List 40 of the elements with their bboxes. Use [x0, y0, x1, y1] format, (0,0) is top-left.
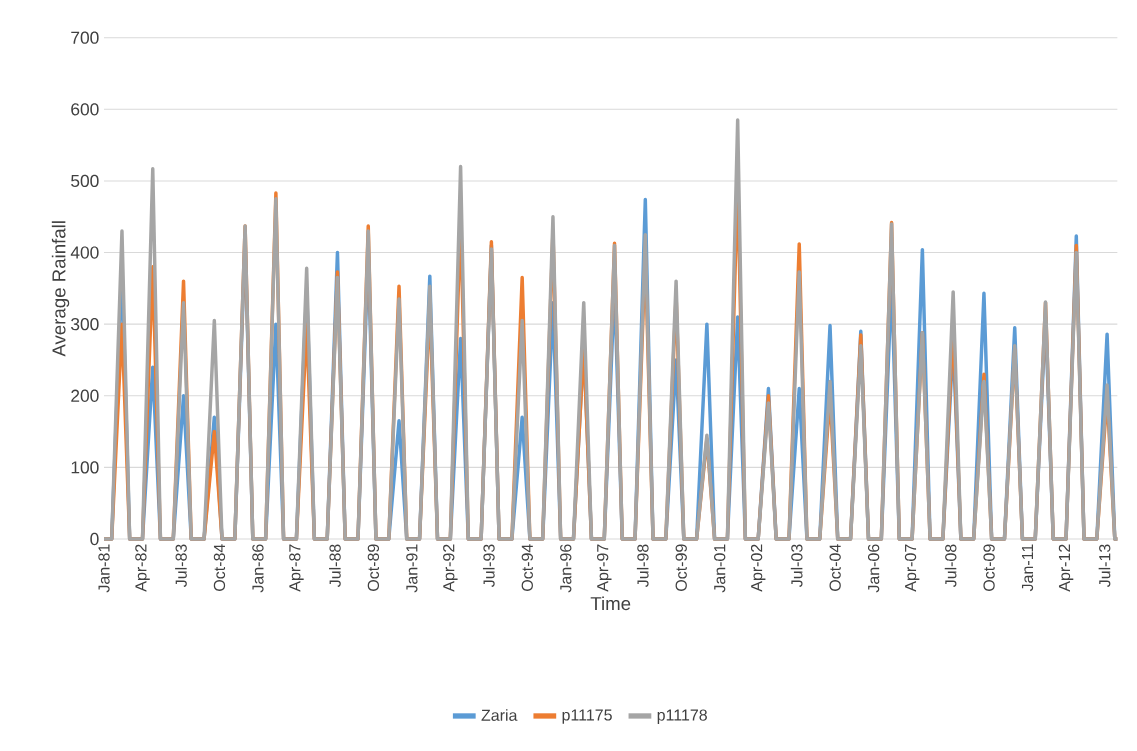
x-axis-title: Time: [590, 596, 631, 611]
y-tick-label: 0: [90, 532, 99, 546]
x-tick-label: Oct-99: [675, 544, 687, 591]
y-tick-label: 500: [71, 174, 99, 188]
y-tick-label: 300: [71, 318, 99, 331]
x-tick-label: Apr-02: [750, 544, 766, 592]
legend-label: p11178: [657, 709, 707, 724]
x-tick-label: Jul-93: [482, 544, 495, 588]
y-tick-label: 400: [70, 246, 99, 259]
x-tick-label: Oct-04: [829, 544, 841, 591]
y-tick-label: 700: [71, 31, 99, 44]
x-tick-label: Apr-07: [904, 544, 920, 592]
x-tick-label: Jul-98: [636, 544, 649, 588]
y-tick-label: 600: [71, 103, 99, 116]
x-tick-label: Jan-96: [560, 544, 572, 593]
y-tick-label: 200: [71, 389, 99, 402]
x-tick-label: Jul-83: [175, 544, 187, 588]
x-tick-label: Jan-81: [98, 544, 110, 593]
x-tick-label: Jan-01: [714, 544, 726, 593]
x-tick-label: Jul-03: [790, 544, 803, 588]
x-tick-label: Jul-88: [329, 544, 341, 588]
y-axis-title: Average Rainfall: [51, 221, 70, 357]
x-tick-label: Jul-08: [944, 544, 957, 588]
x-tick-label: Oct-84: [213, 544, 226, 591]
x-tick-label: Apr-87: [289, 544, 304, 592]
legend-label: p11175: [562, 709, 612, 724]
x-tick-label: Jan-86: [252, 544, 264, 593]
x-tick-label: Apr-12: [1058, 544, 1074, 592]
x-tick-label: Apr-92: [443, 544, 458, 592]
x-tick-label: Apr-97: [597, 544, 612, 592]
y-tick-label: 100: [71, 461, 99, 474]
x-tick-label: Apr-82: [135, 544, 150, 592]
x-tick-label: Oct-89: [367, 544, 380, 591]
legend-label: Zaria: [481, 709, 518, 721]
x-tick-label: Jan-11: [1021, 544, 1034, 592]
x-tick-label: Jan-91: [406, 544, 418, 593]
x-tick-label: Oct-09: [983, 544, 995, 591]
x-tick-label: Jul-13: [1098, 544, 1111, 588]
x-tick-label: Oct-94: [521, 544, 533, 591]
x-tick-label: Jan-06: [867, 544, 880, 593]
